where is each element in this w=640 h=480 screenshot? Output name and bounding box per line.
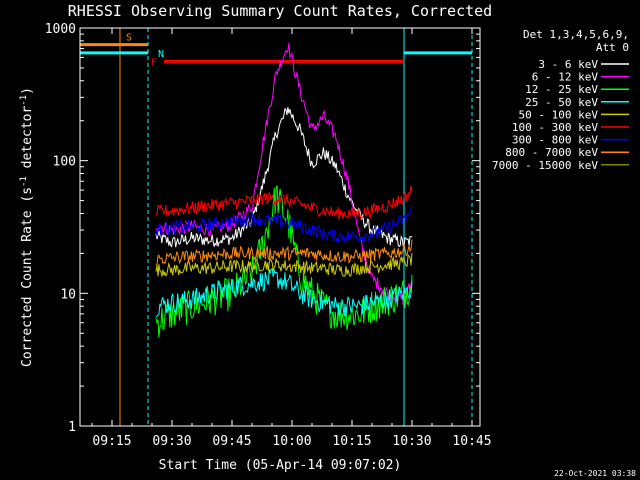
series-line-25-50kev — [155, 268, 413, 318]
series-line-300-800kev — [155, 206, 413, 243]
x-axis-label: Start Time (05-Apr-14 09:07:02) — [159, 458, 402, 473]
legend-entry-label: 6 - 12 keV — [532, 71, 599, 84]
y-axis-label: Corrected Count Rate (s-1 detector-1) — [19, 87, 35, 367]
series-line-6-12kev — [155, 42, 413, 305]
x-tick-label: 10:15 — [332, 434, 371, 449]
flag-label-n: N — [158, 49, 164, 60]
y-tick-label: 1 — [68, 420, 76, 435]
x-axis: 09:15 09:30 09:45 10:00 10:15 10:30 10:45 — [91, 28, 492, 449]
x-tick-label: 10:00 — [272, 434, 311, 449]
x-tick-label: 10:30 — [392, 434, 431, 449]
legend-header-attenuator: Att 0 — [596, 41, 629, 54]
legend-entry-label: 50 - 100 keV — [519, 108, 599, 121]
plot-frame — [79, 27, 481, 427]
x-tick-label: 09:30 — [152, 434, 191, 449]
flag-label-f: F — [151, 57, 157, 68]
y-axis-label-end: ) — [20, 87, 35, 95]
x-tick-label: 09:45 — [212, 434, 251, 449]
legend-entry-label: 7000 - 15000 keV — [492, 159, 598, 172]
y-axis: 1 10 100 1000 — [45, 22, 480, 435]
legend-entry-label: 800 - 7000 keV — [505, 146, 598, 159]
y-axis-label-main: Corrected Count Rate (s — [20, 187, 35, 367]
y-tick-label: 10 — [60, 287, 76, 302]
legend-entry-label: 300 - 800 keV — [512, 134, 598, 147]
legend-entry-label: 12 - 25 keV — [525, 83, 598, 96]
legend-entry-label: 3 - 6 keV — [538, 58, 598, 71]
x-tick-label: 10:45 — [452, 434, 491, 449]
y-tick-label: 1000 — [45, 22, 76, 37]
y-axis-label-mid: detector — [20, 106, 35, 177]
y-axis-label-sup1: -1 — [19, 176, 29, 187]
chart-title: RHESSI Observing Summary Count Rates, Co… — [68, 2, 492, 20]
y-axis-label-sup2: -1 — [19, 95, 29, 106]
series-line-12-25kev — [155, 185, 413, 338]
x-tick-label: 09:15 — [92, 434, 131, 449]
series-line-800-7000kev — [155, 239, 413, 266]
y-tick-label: 100 — [53, 155, 76, 170]
series-line-50-100kev — [155, 252, 413, 277]
plot-area: S NF — [79, 28, 473, 426]
legend-entry-label: 25 - 50 keV — [525, 96, 598, 109]
flag-label-s: S — [126, 33, 132, 44]
series-line-3-6kev — [155, 107, 413, 248]
legend-entry-label: 100 - 300 keV — [512, 121, 598, 134]
series-line-100-300kev — [155, 185, 413, 221]
footer-timestamp: 22-Oct-2021 03:38 — [554, 469, 636, 478]
legend-header-detectors: Det 1,3,4,5,6,9, — [523, 28, 629, 41]
